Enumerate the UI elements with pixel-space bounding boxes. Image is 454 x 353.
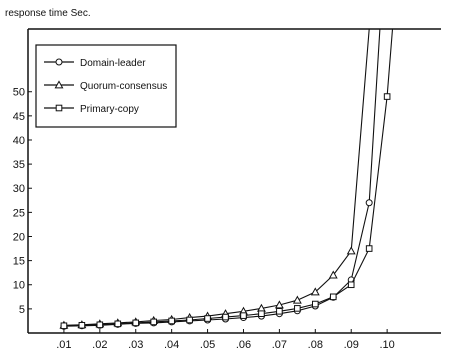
x-tick-label: .09 bbox=[344, 339, 359, 351]
x-tick-label: .07 bbox=[272, 339, 287, 351]
y-tick-label: 10 bbox=[13, 280, 25, 292]
x-tick-label: .08 bbox=[308, 339, 323, 351]
x-tick-label: .05 bbox=[200, 339, 215, 351]
legend: Domain-leader Quorum-consensus Primary-cop… bbox=[35, 44, 177, 128]
primary-copy-point bbox=[204, 315, 211, 322]
primary-copy-point bbox=[150, 318, 157, 326]
primary-copy-point bbox=[294, 305, 301, 312]
primary-copy-point bbox=[365, 245, 373, 252]
primary-copy-point bbox=[347, 281, 355, 289]
y-axis-label: response time Sec. bbox=[5, 8, 91, 19]
x-tick-label: .04 bbox=[164, 339, 179, 351]
primary-copy-point bbox=[276, 307, 283, 315]
primary-copy-point bbox=[60, 322, 68, 330]
quorum-consensus-point bbox=[310, 287, 320, 296]
y-tick-label: 25 bbox=[13, 207, 25, 219]
primary-copy-series bbox=[60, 28, 394, 330]
domain-leader-point bbox=[365, 199, 373, 207]
primary-copy-point bbox=[312, 300, 319, 308]
x-tick-label: .01 bbox=[56, 339, 71, 351]
primary-copy-point bbox=[168, 317, 175, 325]
primary-copy-point bbox=[132, 319, 140, 327]
x-axis-ticks: .01 .02 .03 .04 .05 .06 .07 .08 .09 .10 bbox=[56, 329, 395, 351]
quorum-consensus-point bbox=[328, 270, 338, 279]
quorum-consensus-legend-marker bbox=[54, 80, 64, 89]
series-layer bbox=[59, 28, 394, 330]
y-axis-ticks: 5 10 15 20 25 30 35 40 45 50 bbox=[13, 87, 32, 316]
quorum-consensus-point bbox=[292, 295, 302, 304]
quorum-consensus-legend-label: Quorum-consensus bbox=[80, 81, 167, 92]
quorum-consensus-point bbox=[346, 246, 356, 255]
primary-copy-point bbox=[383, 93, 391, 100]
x-tick-label: .03 bbox=[128, 339, 143, 351]
domain-leader-legend-marker bbox=[55, 58, 63, 66]
primary-copy-legend-label: Primary-copy bbox=[80, 104, 139, 115]
y-tick-label: 50 bbox=[13, 87, 25, 99]
primary-copy-legend-marker bbox=[55, 104, 63, 112]
x-tick-label: .10 bbox=[379, 339, 394, 351]
y-tick-label: 45 bbox=[13, 111, 25, 123]
x-tick-label: .02 bbox=[92, 339, 107, 351]
y-tick-label: 30 bbox=[13, 183, 25, 195]
primary-copy-point bbox=[240, 312, 247, 319]
primary-copy-point bbox=[96, 321, 104, 329]
x-tick-label: .06 bbox=[236, 339, 251, 351]
domain-leader-legend-label: Domain-leader bbox=[80, 58, 146, 69]
y-tick-label: 40 bbox=[13, 135, 25, 147]
y-tick-label: 35 bbox=[13, 159, 25, 171]
primary-copy-point bbox=[186, 316, 193, 324]
primary-copy-point bbox=[222, 313, 229, 321]
primary-copy-point bbox=[329, 293, 337, 301]
y-tick-label: 5 bbox=[19, 304, 25, 316]
y-tick-label: 15 bbox=[13, 256, 25, 268]
primary-copy-point bbox=[258, 310, 265, 317]
y-tick-label: 20 bbox=[13, 231, 25, 243]
primary-copy-point bbox=[78, 321, 86, 329]
quorum-consensus-point bbox=[274, 300, 284, 309]
primary-copy-point bbox=[114, 320, 122, 328]
